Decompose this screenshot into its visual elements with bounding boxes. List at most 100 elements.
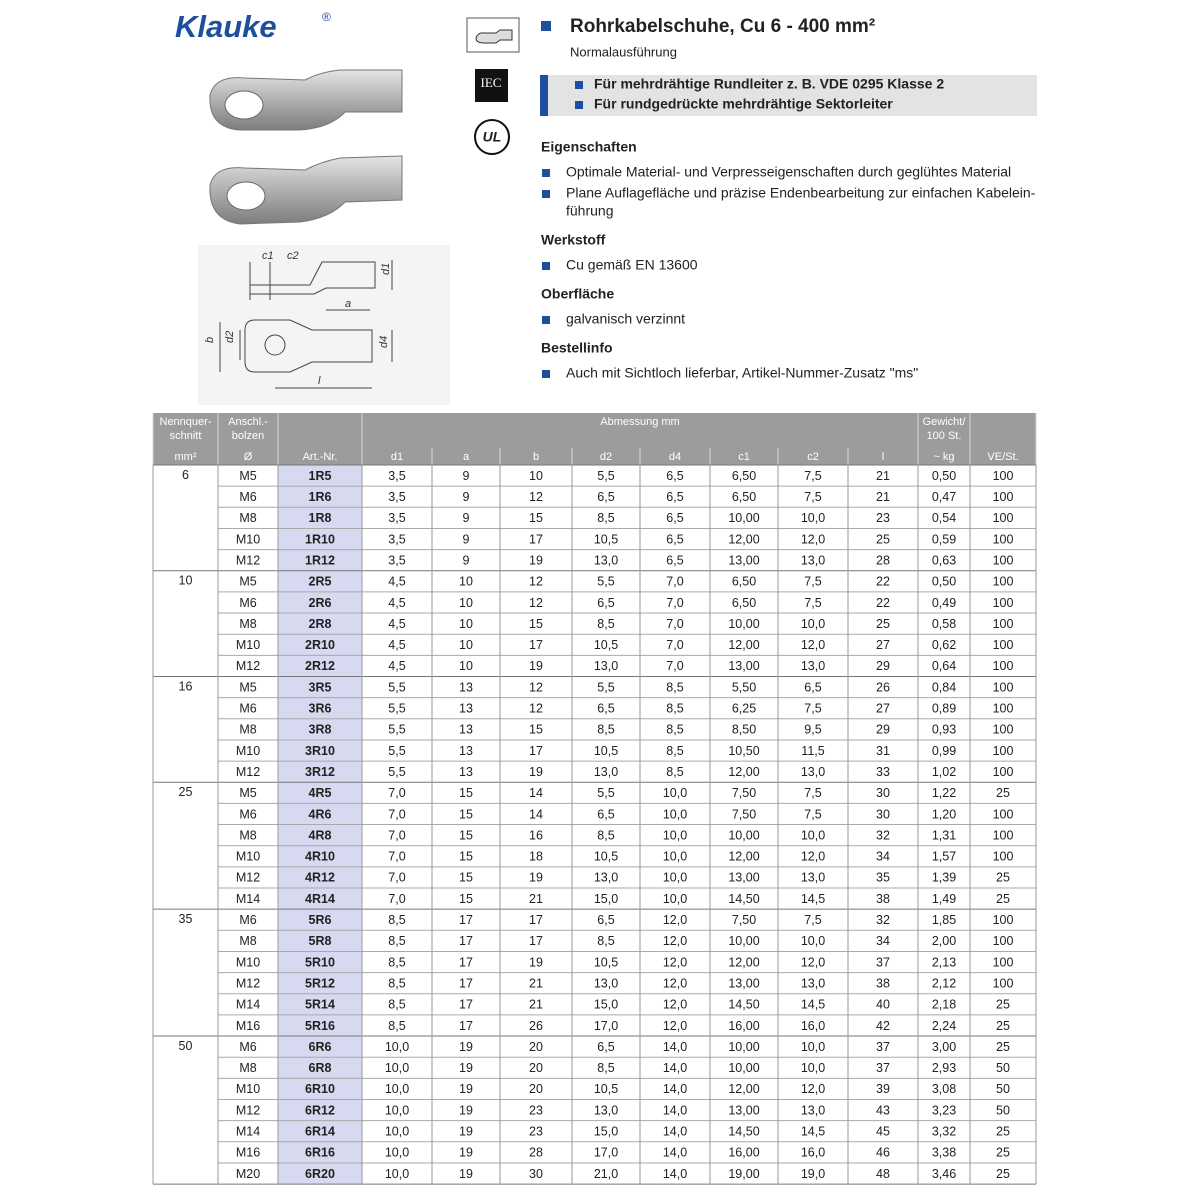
table-cell: 100 [993, 807, 1014, 821]
table-cell: 19 [529, 765, 543, 779]
table-cell: 35 [876, 871, 890, 885]
drawing-label: d1 [380, 263, 392, 275]
table-cell: 20 [529, 1040, 543, 1054]
table-cell: 21 [529, 892, 543, 906]
table-cell: 10,5 [594, 1082, 618, 1096]
table-cell: 10,0 [385, 1040, 409, 1054]
table-cell: 15 [459, 828, 473, 842]
table-cell: 3R10 [305, 744, 335, 758]
table-cell: 7,0 [666, 575, 683, 589]
table-cell: 25 [996, 871, 1010, 885]
table-cell: 12,0 [801, 955, 825, 969]
table-cell: M10 [236, 744, 260, 758]
table-cell: 9,5 [804, 723, 821, 737]
table-cell: 10,0 [385, 1082, 409, 1096]
table-cell: 3R5 [309, 680, 332, 694]
table-cell: 7,0 [388, 850, 405, 864]
table-cell: 25 [996, 892, 1010, 906]
table-cell: M6 [239, 913, 256, 927]
table-cell: 0,58 [932, 617, 956, 631]
table-cell: 100 [993, 976, 1014, 990]
table-cell: 2,93 [932, 1061, 956, 1075]
table-cell: M14 [236, 998, 260, 1012]
table-cell: 6,50 [732, 596, 756, 610]
table-cell: 7,0 [666, 617, 683, 631]
table-cell: 37 [876, 955, 890, 969]
table-cell: 10,0 [801, 511, 825, 525]
table-cell: 25 [876, 617, 890, 631]
table-cell: 10,0 [663, 786, 687, 800]
table-cell: 13,0 [801, 553, 825, 567]
table-cell: 7,5 [804, 786, 821, 800]
table-cell: 17 [459, 1019, 473, 1033]
table-cell: 28 [529, 1146, 543, 1160]
table-cell: 21,0 [594, 1167, 618, 1181]
table-cell: 3,5 [388, 469, 405, 483]
table-cell: 38 [876, 892, 890, 906]
table-cell: 19 [529, 871, 543, 885]
drawing-label: d2 [224, 331, 236, 343]
table-cell: 14,50 [728, 892, 759, 906]
table-cell: 15 [459, 786, 473, 800]
table-cell: 100 [993, 955, 1014, 969]
table-cell: 37 [876, 1040, 890, 1054]
table-cell: 19 [459, 1061, 473, 1075]
table-cell: 100 [993, 596, 1014, 610]
table-cell: 100 [993, 744, 1014, 758]
section-item: Optimale Material- und Verpresseigenscha… [566, 164, 1011, 180]
table-cell: 19,00 [728, 1167, 759, 1181]
table-head: schnitt [170, 430, 202, 442]
table-cell: 0,93 [932, 723, 956, 737]
table-cell: 9 [463, 490, 470, 504]
table-cell: 4R12 [305, 871, 335, 885]
bullet [542, 190, 550, 198]
table-cell: 17 [459, 934, 473, 948]
table-cell: 7,50 [732, 786, 756, 800]
table-head: Abmessung mm [600, 416, 679, 428]
table-cell: 10,5 [594, 744, 618, 758]
table-cell: M8 [239, 511, 256, 525]
table-cell: 25 [996, 1040, 1010, 1054]
table-cell: 32 [876, 913, 890, 927]
table-cell: 12 [529, 702, 543, 716]
table-cell: 11,5 [801, 744, 824, 758]
table-cell: 50 [179, 1039, 193, 1053]
table-cell: 1,22 [932, 786, 956, 800]
table-cell: 100 [993, 617, 1014, 631]
table-cell: 50 [996, 1103, 1010, 1117]
table-unit: VE/St. [987, 451, 1018, 463]
table-cell: 6,5 [597, 913, 614, 927]
table-cell: 22 [876, 596, 890, 610]
table-cell: 14 [529, 807, 543, 821]
table-cell: 10,0 [663, 892, 687, 906]
product-photo [209, 69, 403, 225]
table-unit: Ø [244, 451, 253, 463]
table-cell: M12 [236, 765, 260, 779]
table-cell: 15 [459, 892, 473, 906]
table-cell: 13 [459, 723, 473, 737]
table-cell: 0,63 [932, 553, 956, 567]
table-cell: 5,50 [732, 680, 756, 694]
table-cell: 6,5 [666, 490, 683, 504]
table-cell: 10,0 [801, 1061, 825, 1075]
table-cell: 10,5 [594, 638, 618, 652]
icon-lug [466, 17, 520, 53]
table-cell: 25 [876, 532, 890, 546]
table-cell: 17,0 [594, 1146, 618, 1160]
table-cell: 19 [459, 1103, 473, 1117]
table-unit: ~ kg [933, 451, 954, 463]
table-cell: 14,0 [663, 1146, 687, 1160]
table-cell: 30 [876, 807, 890, 821]
table-cell: 6,25 [732, 702, 756, 716]
table-cell: 25 [996, 998, 1010, 1012]
table-cell: 7,0 [388, 871, 405, 885]
table-cell: 9 [463, 511, 470, 525]
table-cell: 10,0 [663, 807, 687, 821]
table-cell: 17 [529, 638, 543, 652]
table-cell: 2R12 [305, 659, 335, 673]
table-cell: 0,50 [932, 575, 956, 589]
table-cell: 20 [529, 1082, 543, 1096]
table-cell: M16 [236, 1146, 260, 1160]
table-cell: 8,50 [732, 723, 756, 737]
table-cell: 18 [529, 850, 543, 864]
